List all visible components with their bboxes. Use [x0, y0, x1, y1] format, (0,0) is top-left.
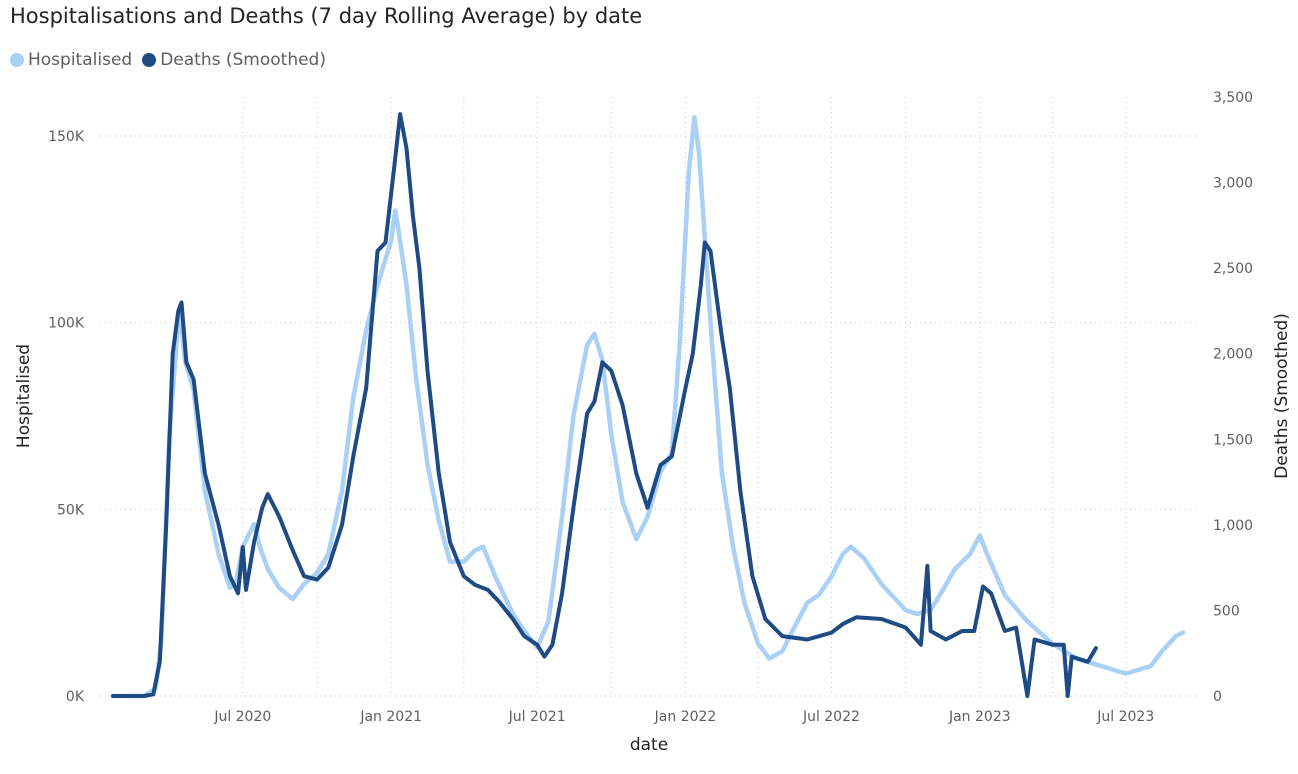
y-right-tick-label: 1,000	[1213, 518, 1253, 534]
y-right-tick-label: 2,000	[1213, 347, 1253, 363]
legend-label-hospitalised: Hospitalised	[28, 50, 133, 70]
y-left-tick-labels: 0K 50K 100K 150K	[48, 129, 85, 705]
y-right-tick-label: 500	[1213, 603, 1240, 619]
y-left-axis-title: Hospitalised	[14, 344, 34, 448]
legend-dot-deaths	[142, 53, 157, 67]
chart-title: Hospitalisations and Deaths (7 day Rolli…	[10, 4, 643, 28]
legend: Hospitalised Deaths (Smoothed)	[10, 50, 336, 70]
series-layer	[110, 112, 1186, 699]
x-tick-label: Jul 2021	[508, 709, 566, 725]
series-line-deaths	[111, 112, 1098, 698]
y-left-tick-label: 100K	[48, 316, 85, 332]
x-tick-labels: Jul 2020 Jan 2021 Jul 2021 Jan 2022 Jul 2022…	[213, 709, 1154, 725]
y-left-tick-label: 0K	[66, 689, 85, 705]
y-right-tick-label: 0	[1213, 689, 1222, 705]
y-right-tick-labels: 0 500 1,000 1,500 2,000 2,500 3,000 3,500	[1213, 90, 1253, 705]
y-right-axis-title: Deaths (Smoothed)	[1272, 313, 1292, 479]
y-left-tick-label: 50K	[57, 502, 85, 518]
grid-lines	[100, 97, 1198, 697]
legend-dot-hospitalised	[10, 53, 24, 67]
x-tick-label: Jul 2022	[802, 709, 860, 725]
legend-label-deaths: Deaths (Smoothed)	[160, 50, 326, 70]
x-tick-label: Jan 2023	[948, 709, 1011, 725]
x-tick-label: Jul 2020	[213, 709, 271, 725]
y-left-tick-label: 150K	[48, 129, 85, 145]
series-line-hospitalised	[110, 115, 1186, 699]
y-right-tick-label: 3,500	[1213, 90, 1253, 106]
x-tick-label: Jul 2023	[1096, 709, 1154, 725]
x-tick-label: Jan 2022	[654, 709, 717, 725]
x-axis-title: date	[630, 735, 668, 755]
x-tick-label: Jan 2021	[359, 709, 422, 725]
legend-item-hospitalised[interactable]: Hospitalised	[10, 50, 132, 70]
y-right-tick-label: 2,500	[1213, 261, 1253, 277]
legend-item-deaths[interactable]: Deaths (Smoothed)	[142, 50, 326, 70]
y-right-tick-label: 3,000	[1213, 176, 1253, 192]
y-right-tick-label: 1,500	[1213, 432, 1253, 448]
